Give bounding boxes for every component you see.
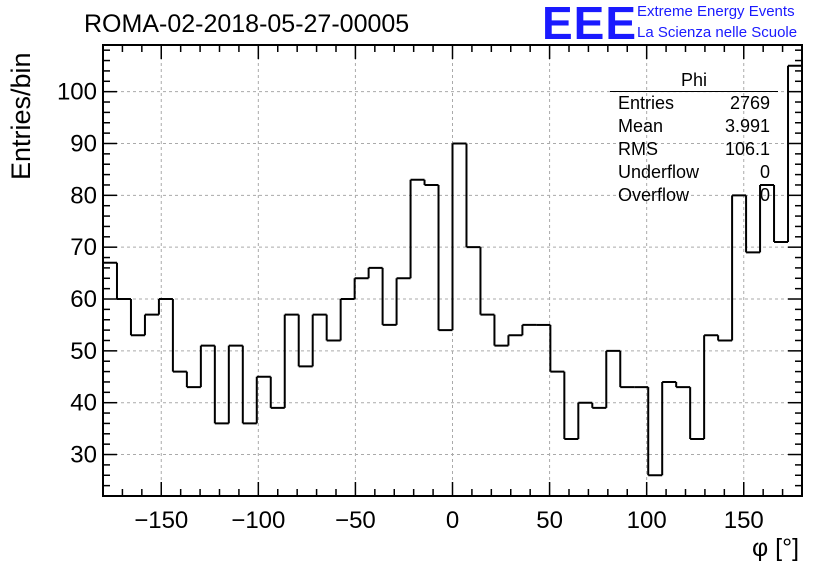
stats-label: Underflow [618, 162, 700, 182]
histogram-bin [171, 299, 187, 373]
x-axis: −150 −100 −50 0 50 100 150 [102, 45, 803, 534]
stats-row-rms: RMS 106.1 [610, 138, 778, 161]
histogram-bin [465, 143, 481, 249]
x-tick-label: −100 [231, 507, 285, 534]
histogram-bin [759, 183, 775, 253]
stats-row-entries: Entries 2769 [610, 92, 778, 115]
stats-label: Overflow [618, 185, 690, 205]
stats-value: 0 [759, 185, 770, 205]
x-tick-label: −150 [134, 507, 188, 534]
histogram-bin [185, 371, 201, 389]
histogram-bin [199, 344, 215, 388]
y-tick-label: 60 [70, 286, 97, 313]
stats-value: 2769 [729, 93, 770, 113]
histogram-bin [549, 324, 565, 373]
histogram-bin [451, 142, 467, 331]
histogram-bin [675, 381, 691, 389]
histogram-bin [479, 247, 495, 316]
histogram-bin [283, 313, 299, 408]
histogram-bin [703, 334, 719, 439]
histogram-bin [157, 298, 173, 315]
eee-logo: EEE [542, 0, 638, 49]
y-tick-label: 90 [70, 130, 97, 157]
x-tick-label: 100 [627, 507, 667, 534]
stats-label: Mean [618, 116, 664, 136]
histogram-bin [619, 350, 635, 389]
histogram-bin [115, 262, 131, 301]
histogram-bin [339, 298, 355, 341]
y-tick-label: 50 [70, 338, 97, 365]
logo-caption-line2: La Scienza nelle Scuole [637, 24, 798, 41]
x-tick-label: 0 [446, 507, 459, 534]
x-axis-label: φ [°] [752, 534, 800, 562]
x-tick-label: 150 [724, 507, 764, 534]
histogram-bin [563, 371, 579, 440]
histogram-bin [325, 314, 341, 342]
histogram-bin [647, 387, 663, 477]
histogram-bin [787, 64, 802, 242]
stats-value: 106.1 [724, 139, 770, 159]
y-tick-label: 30 [70, 442, 97, 469]
histogram-bin [297, 314, 313, 368]
histogram-bin [367, 266, 383, 279]
histogram-bin [591, 402, 607, 409]
y-axis: 30 40 50 60 70 80 90 100 [57, 49, 802, 497]
histogram-bin [269, 376, 285, 409]
y-tick-label: 100 [57, 79, 97, 106]
histogram-bin [213, 345, 229, 425]
histogram-bin [689, 387, 705, 440]
histogram-bin [661, 380, 677, 476]
x-tick-label: 50 [536, 507, 563, 534]
histogram-bin [521, 323, 537, 336]
stats-row-overflow: Overflow 0 [610, 184, 778, 207]
stats-box: Phi Entries 2769 Mean 3.991 RMS 106.1 Un… [610, 70, 778, 207]
histogram-bin [773, 184, 789, 243]
chart-title: ROMA-02-2018-05-27-00005 [84, 10, 410, 38]
histogram-bin [577, 401, 593, 439]
histogram-steps [103, 64, 802, 477]
histogram-bin [129, 299, 145, 337]
stats-value: 3.991 [724, 116, 770, 136]
histogram-bin [745, 195, 761, 254]
histogram-bin [409, 178, 425, 279]
stats-row-mean: Mean 3.991 [610, 115, 778, 138]
histogram-bin [493, 314, 509, 347]
y-tick-label: 40 [70, 390, 97, 417]
histogram-bin [507, 334, 523, 346]
stats-row-underflow: Underflow 0 [610, 161, 778, 184]
histogram-bin [717, 335, 733, 342]
y-tick-label: 80 [70, 182, 97, 209]
histogram-bin [437, 184, 453, 332]
histogram-bin [255, 375, 271, 424]
stats-label: Entries [618, 93, 675, 113]
histogram-bin [227, 344, 243, 424]
y-tick-label: 70 [70, 234, 97, 261]
x-tick-label: −50 [335, 507, 376, 534]
stats-label: RMS [618, 139, 658, 159]
histogram-bin [395, 277, 411, 325]
y-axis-label: Entries/bin [6, 52, 36, 180]
histogram-bin [311, 313, 327, 367]
histogram-bin [381, 267, 397, 326]
histogram-bin [143, 313, 159, 336]
stats-title: Phi [610, 70, 778, 92]
histogram-bin [241, 345, 257, 425]
stats-value: 0 [759, 162, 770, 182]
histogram-bin [353, 277, 369, 300]
histogram-bin [605, 349, 621, 408]
histogram-bin [423, 179, 439, 186]
histogram-bin [731, 194, 747, 341]
logo-caption-line1: Extreme Energy Events [637, 3, 795, 20]
